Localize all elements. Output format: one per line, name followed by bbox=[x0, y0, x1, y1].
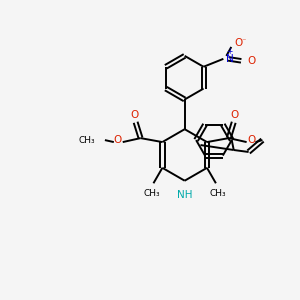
Text: O: O bbox=[247, 56, 255, 66]
Text: O: O bbox=[130, 110, 139, 120]
Text: ⁻: ⁻ bbox=[241, 37, 246, 46]
Text: O: O bbox=[231, 110, 239, 120]
Text: O: O bbox=[114, 135, 122, 145]
Text: N: N bbox=[226, 54, 234, 64]
Text: O: O bbox=[234, 38, 242, 48]
Text: CH₃: CH₃ bbox=[143, 189, 160, 198]
Text: O: O bbox=[248, 135, 256, 145]
Text: CH₃: CH₃ bbox=[78, 136, 95, 145]
Text: CH₃: CH₃ bbox=[210, 189, 226, 198]
Text: +: + bbox=[226, 47, 233, 56]
Text: NH: NH bbox=[177, 190, 192, 200]
